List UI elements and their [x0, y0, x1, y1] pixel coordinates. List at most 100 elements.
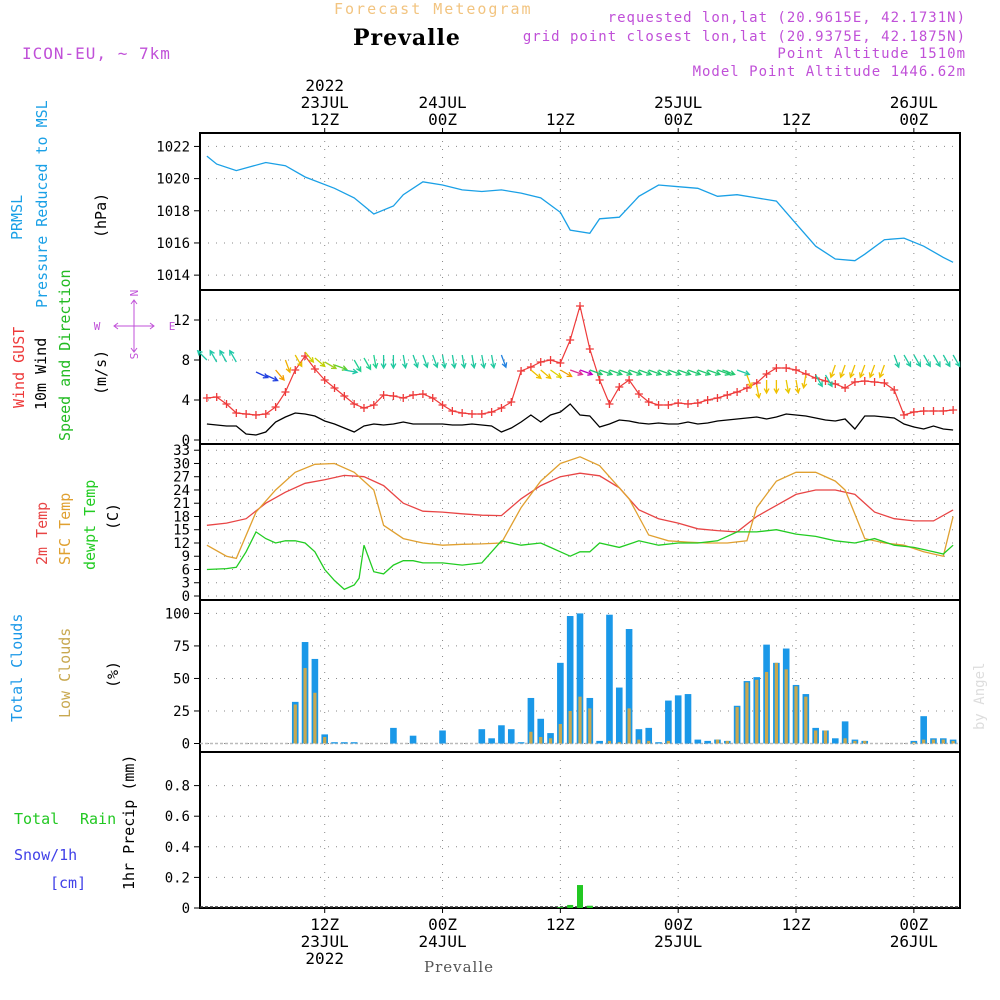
wind-direction-arrow: [324, 361, 338, 370]
y-tick-label: 1020: [156, 172, 190, 188]
low-cloud-bar: [931, 739, 936, 744]
gust-marker: [438, 401, 447, 409]
total-cloud-bar: [615, 687, 623, 744]
gust-marker: [458, 409, 467, 417]
gust-marker: [261, 410, 270, 418]
gust-marker: [409, 391, 418, 399]
gust-marker: [359, 404, 368, 412]
top-time-label: 00Z: [664, 110, 693, 129]
low-cloud-bar: [627, 708, 631, 744]
gust-marker: [860, 377, 869, 385]
low-cloud-bar: [745, 682, 749, 744]
pressure-unit: (hPa): [92, 193, 110, 238]
gust-marker: [644, 398, 653, 406]
gust-marker: [782, 364, 791, 372]
model-point-altitude: Model Point Altitude 1446.62m: [692, 64, 966, 80]
model-label: ICON-EU, ~ 7km: [22, 44, 171, 63]
temp-dewpoint-label: dewpt Temp: [81, 480, 99, 570]
wind-direction-arrow: [314, 357, 326, 368]
snow-label: Snow/1h: [14, 846, 77, 864]
gust-marker: [634, 390, 643, 398]
top-time-label: 24JUL: [418, 93, 466, 112]
wind-direction-arrow: [658, 369, 673, 376]
gust-marker: [703, 396, 712, 404]
wind-direction-arrow: [540, 369, 552, 380]
wind-direction-arrow: [284, 359, 292, 374]
low-cloud-bar: [578, 696, 582, 744]
precip-unit: 1hr Precip (mm): [120, 755, 138, 890]
total-rain-label-total: Total: [14, 810, 59, 828]
low-clouds-label: Low Clouds: [56, 628, 74, 718]
total-cloud-bar: [331, 742, 338, 744]
total-cloud-bar: [409, 735, 417, 744]
top-time-label: 00Z: [899, 110, 928, 129]
y-tick-label: 12: [173, 536, 190, 552]
top-time-label: 00Z: [428, 110, 457, 129]
gust-marker: [507, 398, 516, 406]
low-cloud-bar: [647, 740, 651, 744]
gust-marker: [850, 378, 859, 386]
gust-marker: [310, 365, 319, 373]
wind-direction-arrow: [932, 354, 941, 368]
gust-marker: [870, 378, 879, 386]
wind-direction-arrow: [638, 369, 653, 376]
temp-dewpoint-line: [206, 529, 954, 591]
total-cloud-bar: [576, 613, 584, 744]
gust-marker: [585, 345, 594, 353]
y-tick-label: 4: [182, 393, 190, 409]
low-cloud-bar: [558, 723, 562, 744]
compass-north: N: [127, 290, 140, 297]
bottom-time-label: 00Z: [899, 915, 928, 934]
gust-marker: [251, 411, 260, 419]
wind-direction-arrow: [412, 354, 419, 369]
gust-marker: [654, 401, 663, 409]
low-cloud-bar: [764, 671, 769, 744]
wind-direction-arrow: [697, 369, 712, 376]
wind-direction-arrow: [209, 349, 218, 363]
total-cloud-bar: [390, 727, 397, 744]
wind-direction-arrow: [893, 354, 901, 369]
total-cloud-bar: [507, 729, 515, 744]
wind-direction-arrow: [344, 368, 359, 375]
y-tick-label: 33: [173, 443, 190, 459]
y-tick-label: 30: [173, 456, 190, 472]
total-cloud-bar: [704, 740, 711, 744]
gust-marker: [831, 380, 840, 388]
gust-marker: [399, 394, 408, 402]
gust-marker: [929, 407, 938, 415]
wind-direction-arrow: [824, 374, 833, 388]
low-cloud-bar: [843, 738, 847, 744]
gust-marker: [615, 383, 624, 391]
point-altitude: Point Altitude 1510m: [777, 46, 966, 62]
top-time-label: 23JUL: [301, 93, 349, 112]
total-cloud-bar: [439, 730, 446, 744]
low-cloud-bar: [588, 708, 592, 744]
low-cloud-bar: [313, 692, 317, 744]
total-clouds-label: Total Clouds: [8, 614, 26, 722]
gust-marker: [330, 384, 339, 392]
total-cloud-bar: [596, 740, 603, 744]
wind-direction-arrow: [903, 354, 912, 368]
y-tick-label: 1022: [156, 139, 190, 155]
bottom-time-label: 23JUL: [301, 932, 349, 951]
bottom-time-label: 00Z: [664, 915, 693, 934]
wind-direction-arrow: [294, 354, 303, 368]
gust-marker: [369, 401, 378, 409]
pressure-label: PRMSL: [8, 195, 26, 240]
wind-direction-arrow: [722, 369, 736, 376]
wind-direction-arrow: [432, 354, 439, 369]
bottom-time-label: 12Z: [546, 915, 575, 934]
wind-direction-arrow: [304, 351, 315, 364]
wind-direction-arrow: [219, 349, 228, 363]
gust-marker: [556, 359, 565, 367]
wind-direction-arrow: [579, 369, 594, 376]
total-cloud-bar: [537, 718, 545, 744]
low-cloud-bar: [725, 740, 729, 744]
gust-marker: [477, 410, 486, 418]
wind-direction-arrow: [839, 364, 846, 379]
y-tick-label: 1016: [156, 236, 190, 252]
y-tick-label: 0: [182, 433, 190, 449]
clouds-unit: (%): [104, 661, 122, 688]
wind-direction-arrow: [755, 384, 762, 400]
rain-bar: [557, 907, 564, 908]
